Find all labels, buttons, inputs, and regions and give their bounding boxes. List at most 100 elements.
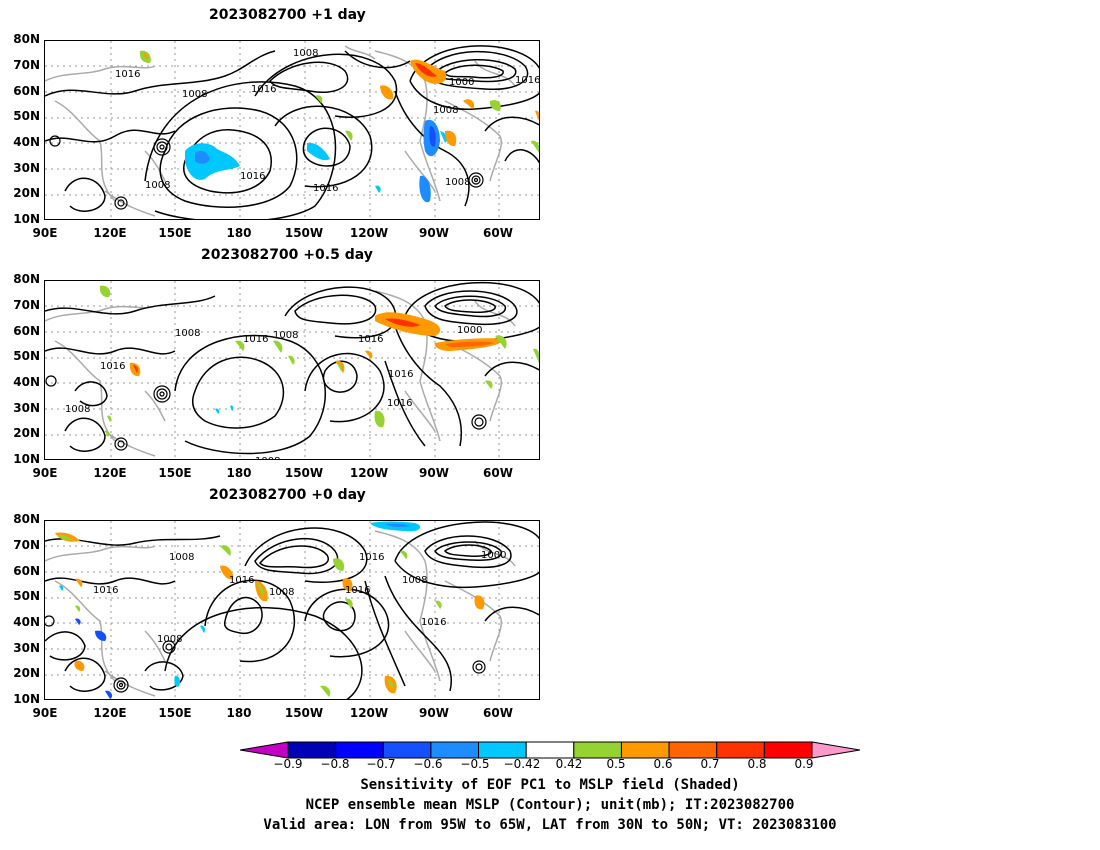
lat-tick-label: 80N — [13, 512, 40, 526]
lon-tick-label: 150W — [284, 226, 324, 240]
contour-label: 1008 — [175, 328, 200, 339]
contour-label: 1000 — [457, 325, 482, 336]
lon-tick-label: 90E — [32, 466, 58, 480]
colorbar-tick-label: 0.7 — [700, 757, 720, 771]
contour-label: 1016 — [387, 398, 412, 409]
contour-label: 1016 — [313, 183, 338, 194]
colorbar-tick-label: −0.7 — [366, 757, 396, 771]
contour-label: 1008 — [255, 456, 280, 460]
low-centers — [45, 375, 487, 451]
colorbar-segment — [239, 741, 289, 759]
lon-tick-label: 90W — [419, 466, 449, 480]
contour-label: 1008 — [433, 105, 458, 116]
contour-label: 1016 — [358, 334, 383, 345]
contour-label: 1016 — [229, 575, 254, 586]
lat-tick-label: 50N — [13, 109, 40, 123]
colorbar-segment — [811, 741, 861, 759]
lon-tick-label: 120W — [349, 226, 389, 240]
coastlines — [45, 290, 516, 457]
lon-tick-label: 60W — [483, 706, 513, 720]
panel-3-title: 2023082700 +0 day — [209, 487, 366, 503]
contour-label: 1016 — [243, 334, 268, 345]
lon-tick-label: 90E — [32, 706, 58, 720]
colorbar-segment — [763, 741, 813, 759]
contour-label: 1016 — [515, 75, 540, 86]
contour-label: 1016 — [421, 617, 446, 628]
colorbar-segment — [478, 741, 527, 759]
lat-tick-label: 70N — [13, 298, 40, 312]
colorbar-segment — [287, 741, 337, 759]
colorbar-tick-label: −0.42 — [503, 757, 541, 771]
lon-tick-label: 60W — [483, 226, 513, 240]
colorbar-tick-label: 0.42 — [555, 757, 583, 771]
map-panel-3-svg: 1008 1016 1016 1008 1016 1008 1016 1016 … — [45, 521, 539, 699]
contour-label: 1000 — [481, 550, 506, 561]
caption-line-3: Valid area: LON from 95W to 65W, LAT fro… — [263, 817, 837, 833]
lat-tick-label: 10N — [13, 692, 40, 706]
lat-tick-label: 40N — [13, 375, 40, 389]
lat-tick-label: 70N — [13, 538, 40, 552]
coastlines — [45, 530, 516, 697]
lon-tick-label: 120W — [349, 706, 389, 720]
lon-tick-label: 150W — [284, 466, 324, 480]
colorbar-segment — [668, 741, 718, 759]
panel-2-title: 2023082700 +0.5 day — [201, 247, 373, 263]
lon-tick-label: 120E — [93, 466, 127, 480]
lat-tick-label: 30N — [13, 401, 40, 415]
lat-tick-label: 80N — [13, 32, 40, 46]
lat-tick-label: 70N — [13, 58, 40, 72]
lat-tick-label: 20N — [13, 666, 40, 680]
contour-label: 1016 — [93, 585, 118, 596]
lat-tick-label: 10N — [13, 212, 40, 226]
lon-tick-label: 150W — [284, 706, 324, 720]
lon-tick-label: 90W — [419, 226, 449, 240]
caption-line-1: Sensitivity of EOF PC1 to MSLP field (Sh… — [360, 777, 740, 793]
contour-label: 1008 — [145, 180, 170, 191]
contour-label: 1016 — [345, 585, 370, 596]
lat-tick-label: 30N — [13, 641, 40, 655]
lat-tick-label: 20N — [13, 426, 40, 440]
colorbar-tick-label: −0.8 — [320, 757, 350, 771]
contour-label: 1008 — [157, 634, 182, 645]
colorbar-segment — [716, 741, 765, 759]
lon-tick-label: 180 — [226, 466, 252, 480]
contour-label: 1000 — [449, 77, 474, 88]
contour-label: 1008 — [65, 404, 90, 415]
colorbar-tick-label: −0.9 — [273, 757, 303, 771]
sensitivity-shading — [55, 521, 485, 699]
colorbar-tick-label: −0.5 — [460, 757, 490, 771]
mslp-contours — [45, 281, 539, 455]
colorbar-segment — [335, 741, 384, 759]
map-panel-1: 1008 1016 1008 1016 1008 1016 1016 1008 … — [44, 40, 540, 220]
contour-label: 1008 — [182, 89, 207, 100]
panel-3-title-suffix: day — [332, 487, 366, 503]
map-panel-2: 1008 1016 1008 1016 1016 1000 1016 1016 … — [44, 280, 540, 460]
map-panel-2-svg: 1008 1016 1008 1016 1016 1000 1016 1016 … — [45, 281, 539, 460]
mslp-contours — [45, 521, 539, 699]
lat-tick-label: 30N — [13, 161, 40, 175]
panel-3-title-date: 2023082700 +0 — [209, 487, 333, 503]
colorbar-tick-label: 0.6 — [653, 757, 673, 771]
contour-labels: 1008 1016 1008 1016 1016 1000 1016 1016 … — [65, 325, 482, 460]
lon-tick-label: 90E — [32, 226, 58, 240]
lon-tick-label: 150E — [158, 466, 192, 480]
mslp-contours — [45, 45, 539, 219]
map-panel-1-svg: 1008 1016 1008 1016 1008 1016 1016 1008 … — [45, 41, 540, 219]
lat-tick-label: 50N — [13, 349, 40, 363]
lon-tick-label: 180 — [226, 706, 252, 720]
lon-tick-label: 120W — [349, 466, 389, 480]
lon-tick-label: 60W — [483, 466, 513, 480]
colorbar-segment — [382, 741, 432, 759]
contour-label: 1016 — [388, 369, 413, 380]
lat-tick-label: 80N — [13, 272, 40, 286]
lon-tick-label: 120E — [93, 706, 127, 720]
contour-label: 1016 — [115, 69, 140, 80]
low-centers — [49, 135, 484, 210]
contour-label: 1016 — [100, 361, 125, 372]
colorbar-segment — [430, 741, 480, 759]
panel-1-title: 2023082700 +1 day — [209, 7, 366, 23]
contour-label: 1008 — [445, 177, 470, 188]
map-panel-3: 1008 1016 1016 1008 1016 1008 1016 1016 … — [44, 520, 540, 700]
sensitivity-shading — [99, 285, 539, 437]
contour-label: 1008 — [273, 330, 298, 341]
